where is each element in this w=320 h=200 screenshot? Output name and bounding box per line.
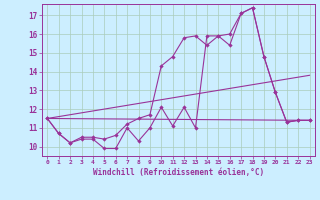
X-axis label: Windchill (Refroidissement éolien,°C): Windchill (Refroidissement éolien,°C)	[93, 168, 264, 177]
